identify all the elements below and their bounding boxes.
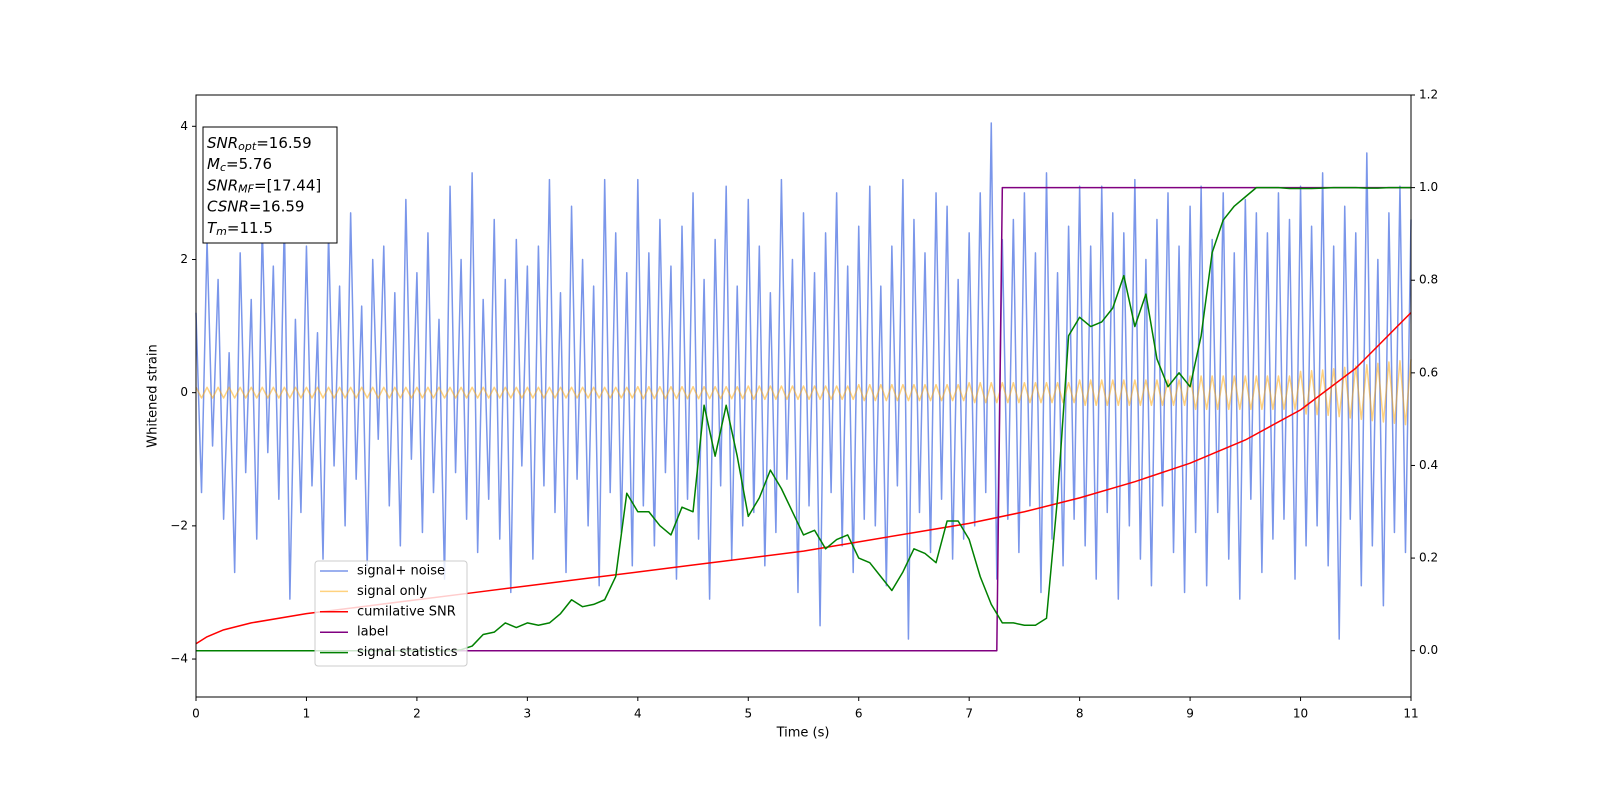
- y-tick-label: 0: [180, 385, 188, 399]
- axes-frame: [195, 94, 1412, 698]
- y2-tick-label: 0.8: [1419, 273, 1438, 287]
- y2-tick-label: 0.6: [1419, 365, 1438, 379]
- annotation-subscript: opt: [238, 140, 257, 153]
- annotation-value: =[17.44]: [254, 176, 321, 194]
- annotation-symbol: T: [207, 218, 218, 236]
- plot-area: [195, 122, 1412, 652]
- x-tick-label: 10: [1293, 707, 1308, 721]
- annotation-symbol: SNR: [207, 134, 238, 152]
- x-tick-label: 11: [1403, 707, 1418, 721]
- series-line: [195, 122, 1412, 640]
- series-line: [195, 312, 1412, 645]
- annotation-line: Mc=5.76: [207, 155, 272, 175]
- annotation-symbol: CSNR: [207, 197, 249, 215]
- legend-label: label: [357, 625, 388, 640]
- annotation-subscript: m: [216, 225, 227, 238]
- x-tick-label: 7: [965, 707, 973, 721]
- y2-tick-label: 0.2: [1419, 551, 1438, 565]
- y-tick-label: −4: [170, 652, 188, 666]
- annotation-value: =16.59: [256, 134, 312, 152]
- y-tick-label: −2: [170, 518, 188, 532]
- series-line: [195, 359, 1412, 426]
- annotation-line: SNRopt=16.59: [207, 134, 312, 154]
- annotation-value: =11.5: [227, 218, 273, 236]
- y2-tick-label: 0.0: [1419, 643, 1438, 657]
- y-axis-label: Whitened strain: [146, 344, 161, 447]
- annotation-line: Tm=11.5: [207, 218, 273, 238]
- x-tick-label: 2: [413, 707, 421, 721]
- x-tick-label: 1: [303, 707, 311, 721]
- legend-label: signal+ noise: [357, 564, 445, 579]
- annotation-subscript: MF: [238, 182, 254, 195]
- annotation-line: CSNR=16.59: [207, 197, 304, 215]
- y2-tick-label: 1.0: [1419, 180, 1438, 194]
- y2-tick-label: 0.4: [1419, 458, 1438, 472]
- annotation-value: =5.76: [226, 155, 272, 173]
- annotation-box: [202, 126, 338, 244]
- x-tick-label: 8: [1076, 707, 1084, 721]
- annotation-value: =16.59: [249, 197, 305, 215]
- annotation: SNRopt=16.59Mc=5.76SNRMF=[17.44]CSNR=16.…: [207, 134, 321, 238]
- x-tick-label: 9: [1186, 707, 1194, 721]
- x-tick-label: 4: [634, 707, 642, 721]
- x-tick-label: 6: [855, 707, 863, 721]
- legend-label: cumilative SNR: [357, 604, 456, 619]
- series-line: [196, 186, 1411, 652]
- x-tick-label: 5: [744, 707, 752, 721]
- x-tick-label: 3: [524, 707, 532, 721]
- annotation-symbol: SNR: [207, 176, 238, 194]
- legend-label: signal only: [357, 584, 427, 599]
- x-tick-label: 0: [192, 707, 200, 721]
- x-axis-label: Time (s): [776, 726, 830, 741]
- y2-tick-label: 1.2: [1419, 88, 1438, 102]
- legend-box: [314, 560, 468, 667]
- legend: signal+ noise signal only cumilative SNR la…: [320, 564, 458, 660]
- annotation-symbol: M: [207, 155, 220, 173]
- annotation-subscript: c: [220, 161, 226, 174]
- y-tick-label: 4: [180, 119, 188, 133]
- y-tick-label: 2: [180, 252, 188, 266]
- annotation-line: SNRMF=[17.44]: [207, 176, 321, 196]
- legend-label: signal statistics: [357, 645, 458, 660]
